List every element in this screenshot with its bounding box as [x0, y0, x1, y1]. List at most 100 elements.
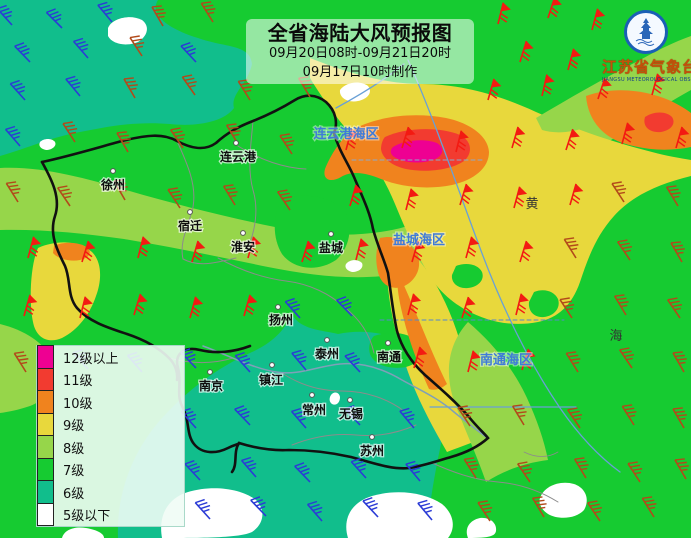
wind-barb-icon	[567, 48, 582, 71]
wind-barb-icon	[4, 125, 21, 147]
wind-barb-icon	[457, 405, 473, 427]
wind-barb-icon	[565, 351, 581, 373]
wind-barb-icon	[613, 294, 629, 316]
boundary-line	[40, 94, 490, 474]
wind-barb-icon	[511, 404, 527, 426]
wind-barb-icon	[167, 187, 183, 209]
legend-label: 7级	[63, 464, 85, 480]
wind-scale-legend: 12级以上 11级 10级 9级 8级 7级 6级 5级以下	[36, 345, 185, 527]
wind-level-region	[451, 264, 483, 289]
observatory-seal-icon	[624, 10, 668, 54]
legend-item: 12级以上	[37, 345, 184, 369]
city-label: 苏州	[360, 443, 384, 458]
legend-item: 10级	[37, 390, 184, 414]
wind-barb-icon	[672, 351, 687, 373]
city-dot	[233, 140, 239, 146]
wind-barb-icon	[234, 351, 251, 373]
wind-barb-icon	[355, 238, 369, 261]
boundary-line	[237, 145, 307, 170]
wind-barb-icon	[191, 240, 206, 263]
wind-barb-icon	[247, 236, 262, 259]
legend-item: 9级	[37, 412, 184, 436]
pagoda-icon	[635, 18, 655, 46]
wind-barb-icon	[250, 496, 267, 517]
wind-level-region	[0, 44, 691, 278]
wind-barb-icon	[513, 186, 528, 209]
wind-barb-icon	[291, 349, 307, 371]
wind-barb-icon	[129, 35, 145, 57]
city-label: 镇江	[259, 372, 283, 387]
boundary-line	[291, 424, 417, 446]
wind-barb-icon	[184, 460, 201, 481]
wind-barb-icon	[563, 237, 579, 259]
wind-barb-icon	[611, 181, 627, 203]
wind-barb-icon	[411, 240, 426, 263]
city-label: 南通	[377, 349, 401, 364]
city-dot	[269, 362, 275, 368]
legend-label: 8级	[63, 441, 85, 457]
city-dot	[275, 304, 281, 310]
wind-barb-icon	[279, 133, 295, 155]
wind-barb-icon	[234, 405, 251, 426]
city-label: 宿迁	[178, 218, 202, 233]
wind-barb-icon	[62, 121, 78, 143]
wind-level-region	[161, 488, 263, 538]
wind-barb-icon	[407, 293, 422, 316]
city-label: 扬州	[269, 312, 293, 327]
boundary-line	[281, 372, 405, 412]
wind-barb-icon	[181, 74, 197, 96]
sea-area-label: 连云港海区	[313, 126, 378, 142]
boundary-line	[246, 120, 257, 251]
wind-barb-icon	[621, 404, 637, 426]
city-dot	[110, 168, 116, 174]
boundary-line	[202, 345, 487, 438]
wind-barb-icon	[487, 78, 502, 101]
wind-barb-icon	[306, 500, 323, 522]
city-label: 徐州	[100, 177, 125, 192]
wind-barb-icon	[399, 407, 415, 429]
sea-area-label: 南通海区	[480, 352, 532, 368]
wind-barb-icon	[79, 296, 93, 319]
wind-barb-icon	[670, 241, 685, 263]
boundary-line	[523, 451, 559, 457]
title-box: 全省海陆大风预报图 09月20日08时-09月21日20时 09月17日10时制…	[246, 19, 474, 84]
wind-barb-icon	[5, 181, 21, 203]
boundary-line	[217, 257, 345, 308]
legend-color-swatch	[37, 480, 54, 504]
wind-barb-icon	[344, 352, 361, 373]
wind-level-region	[539, 482, 587, 518]
wind-barb-icon	[651, 73, 666, 96]
boundary-line	[176, 140, 195, 260]
wind-barb-icon	[14, 42, 31, 63]
legend-item: 8级	[37, 435, 184, 459]
city-dot	[240, 230, 246, 236]
wind-barb-icon	[170, 127, 185, 149]
wind-level-region	[644, 112, 674, 133]
wind-barb-icon	[344, 405, 361, 426]
legend-item: 7级	[37, 457, 184, 481]
wind-barb-icon	[0, 4, 13, 26]
boundary-line	[343, 306, 375, 354]
wind-barb-icon	[284, 297, 301, 319]
legend-item: 5级以下	[37, 502, 184, 526]
legend-label: 10级	[63, 396, 93, 412]
wind-barb-icon	[116, 131, 131, 153]
wind-barb-icon	[567, 407, 582, 429]
agency-name: 江苏省气象台	[602, 58, 691, 76]
legend-item: 6级	[37, 480, 184, 504]
wind-barb-icon	[336, 296, 353, 317]
wind-barb-icon	[194, 498, 211, 520]
legend-label: 5级以下	[63, 509, 111, 525]
wind-barb-icon	[277, 189, 292, 211]
wind-level-region	[466, 517, 497, 538]
city-label: 盐城	[319, 240, 343, 255]
wind-barb-icon	[477, 500, 493, 522]
wind-barb-icon	[362, 497, 379, 518]
wind-barb-icon	[123, 77, 138, 99]
legend-color-swatch	[37, 367, 54, 391]
wind-level-region	[586, 90, 691, 150]
wind-barb-icon	[290, 407, 307, 429]
wind-barb-icon	[23, 294, 38, 317]
wind-barb-icon	[547, 0, 562, 19]
wind-barb-icon	[667, 297, 682, 319]
